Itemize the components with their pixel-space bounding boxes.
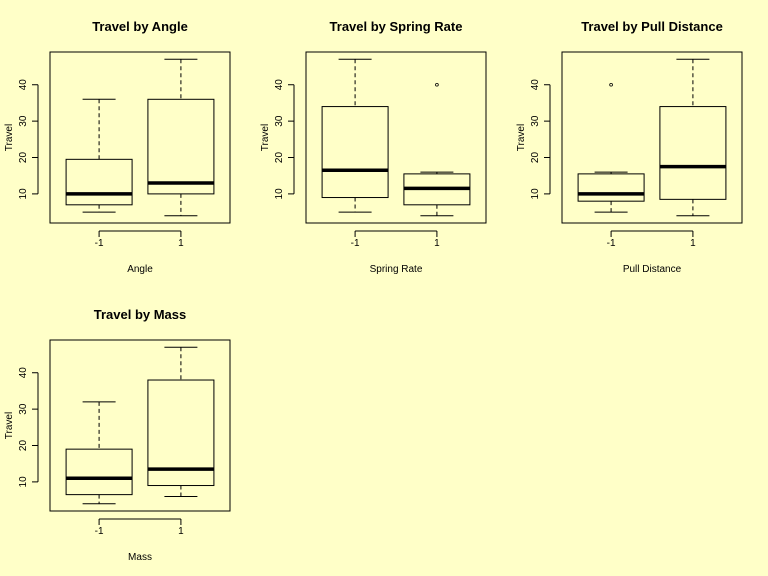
chart-title: Travel by Mass <box>94 307 187 322</box>
y-tick-label: 40 <box>530 79 541 91</box>
plot-frame <box>49 51 231 224</box>
y-axis-label: Travel <box>516 124 527 151</box>
y-tick-label: 30 <box>18 403 29 415</box>
iqr-box <box>147 98 215 195</box>
x-axis-label: Angle <box>127 264 153 275</box>
iqr-box <box>321 106 389 199</box>
chart-title: Travel by Angle <box>92 19 188 34</box>
boxplot-panel-3: Travel by Pull Distance 10 20 30 40 -1 1 Pull D… <box>516 19 743 275</box>
y-axis-label: Travel <box>260 124 271 151</box>
y-tick-label: 10 <box>18 476 29 488</box>
outlier-point <box>609 82 613 87</box>
plot-frame <box>49 339 231 512</box>
y-tick-label: 40 <box>18 367 29 379</box>
x-tick-label: 1 <box>178 238 184 249</box>
y-tick-label: 20 <box>274 152 285 164</box>
y-tick-label: 10 <box>18 188 29 200</box>
x-tick-label: 1 <box>178 526 184 537</box>
boxplot-panel-2: Travel by Spring Rate 10 20 30 40 -1 1 Spring R… <box>260 19 487 275</box>
y-tick-label: 30 <box>530 115 541 127</box>
x-tick-label: -1 <box>95 238 104 249</box>
y-tick-label: 30 <box>274 115 285 127</box>
boxplot-panel-1: Travel by Angle 10 20 30 40 -1 1 Angle Travel <box>4 19 231 275</box>
x-tick-label: -1 <box>607 238 616 249</box>
x-tick-label: -1 <box>351 238 360 249</box>
y-axis-label: Travel <box>4 412 15 439</box>
y-tick-label: 30 <box>18 115 29 127</box>
y-tick-label: 20 <box>530 152 541 164</box>
boxplot-panel-4: Travel by Mass 10 20 30 40 -1 1 Mass Travel <box>4 307 231 563</box>
y-tick-label: 10 <box>274 188 285 200</box>
y-tick-label: 10 <box>530 188 541 200</box>
x-tick-label: 1 <box>434 238 440 249</box>
y-axis-label: Travel <box>4 124 15 151</box>
y-tick-label: 20 <box>18 440 29 452</box>
chart-title: Travel by Spring Rate <box>330 19 463 34</box>
x-tick-label: 1 <box>690 238 696 249</box>
x-axis-label: Pull Distance <box>623 264 682 275</box>
chart-title: Travel by Pull Distance <box>581 19 723 34</box>
y-tick-label: 40 <box>274 79 285 91</box>
outlier-point <box>435 82 439 87</box>
iqr-box <box>659 106 727 200</box>
iqr-box <box>65 448 133 496</box>
plot-frame <box>305 51 487 224</box>
x-tick-label: -1 <box>95 526 104 537</box>
iqr-box <box>577 173 645 202</box>
y-tick-label: 20 <box>18 152 29 164</box>
y-tick-label: 40 <box>18 79 29 91</box>
x-axis-label: Spring Rate <box>370 264 423 275</box>
x-axis-label: Mass <box>128 552 152 563</box>
plot-frame <box>561 51 743 224</box>
iqr-box <box>147 379 215 487</box>
iqr-box <box>65 158 133 206</box>
